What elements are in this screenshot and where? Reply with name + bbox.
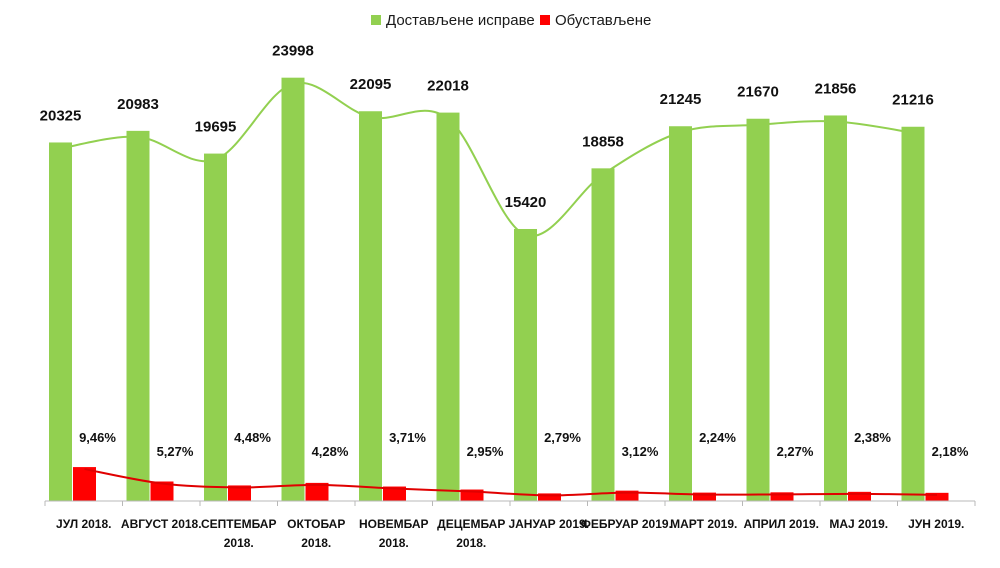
bar-suspended <box>150 481 174 501</box>
bar-delivered <box>281 77 305 501</box>
x-tick-label: 2018. <box>456 536 486 550</box>
x-tick-label: АПРИЛ 2019. <box>743 517 819 531</box>
legend-label-delivered: Достављене исправе <box>386 12 535 29</box>
x-tick-label: ЈУН 2019. <box>908 517 964 531</box>
bar-delivered <box>204 153 227 501</box>
bar-suspended <box>228 485 251 501</box>
legend-swatch-suspended <box>540 15 550 25</box>
bar-suspended <box>770 492 794 501</box>
x-tick-label: 2018. <box>301 536 331 550</box>
x-tick-label: 2018. <box>224 536 254 550</box>
data-label-suspended: 2,95% <box>467 444 504 459</box>
x-tick-label: 2018. <box>379 536 409 550</box>
trendline-delivered <box>60 81 914 238</box>
data-label-suspended: 3,71% <box>389 430 426 445</box>
bar-delivered <box>591 168 615 501</box>
bar-suspended <box>73 467 96 501</box>
bar-suspended <box>615 490 639 501</box>
bar-delivered <box>126 130 150 502</box>
data-label-suspended: 4,48% <box>234 430 271 445</box>
x-tick-label: СЕПТЕМБАР <box>201 517 276 531</box>
x-tick-label: ДЕЦЕМБАР <box>437 517 505 531</box>
bar-suspended <box>460 489 484 501</box>
bar-suspended <box>383 486 406 501</box>
data-label-suspended: 2,18% <box>932 444 969 459</box>
data-label-suspended: 5,27% <box>157 444 194 459</box>
data-label-delivered: 21245 <box>660 91 702 108</box>
x-tick-label: ОКТОБАР <box>287 517 345 531</box>
data-label-delivered: 21216 <box>892 92 934 109</box>
bar-delivered <box>824 115 847 502</box>
x-tick-label: ЈУЛ 2018. <box>56 517 111 531</box>
data-label-delivered: 22095 <box>350 76 392 93</box>
data-label-delivered: 20325 <box>40 107 82 124</box>
bar-delivered <box>436 112 460 501</box>
data-label-delivered: 20983 <box>117 96 159 113</box>
data-label-delivered: 22018 <box>427 78 469 95</box>
data-label-delivered: 21856 <box>815 80 857 97</box>
data-label-suspended: 2,79% <box>544 430 581 445</box>
bar-delivered <box>49 142 72 502</box>
bar-suspended <box>538 493 561 501</box>
x-tick-label: МАРТ 2019. <box>670 517 737 531</box>
bar-delivered <box>746 118 770 501</box>
data-label-suspended: 4,28% <box>312 444 349 459</box>
x-tick-label: МАЈ 2019. <box>829 517 888 531</box>
legend-label-suspended: Обустављене <box>555 12 651 29</box>
bar-suspended <box>305 482 329 501</box>
bar-suspended <box>848 491 871 501</box>
x-tick-label: ЈАНУАР 2019. <box>508 517 589 531</box>
bar-suspended <box>693 492 716 501</box>
trendline-suspended <box>84 468 938 497</box>
x-tick-label: НОВЕМБАР <box>359 517 429 531</box>
x-tick-label: ФЕБРУАР 2019. <box>581 517 672 531</box>
bar-delivered <box>669 126 692 502</box>
data-label-delivered: 18858 <box>582 133 624 150</box>
bar-delivered <box>901 126 925 502</box>
bar-delivered <box>514 228 537 501</box>
legend: Достављене исправе Обустављене <box>371 12 651 29</box>
data-label-suspended: 9,46% <box>79 430 116 445</box>
bar-suspended <box>925 492 949 501</box>
data-label-suspended: 2,38% <box>854 430 891 445</box>
data-label-delivered: 23998 <box>272 43 314 60</box>
data-label-suspended: 3,12% <box>622 444 659 459</box>
data-label-delivered: 19695 <box>195 119 237 136</box>
x-tick-label: АВГУСТ 2018. <box>121 517 202 531</box>
legend-swatch-delivered <box>371 15 381 25</box>
bar-delivered <box>359 111 382 501</box>
data-label-delivered: 21670 <box>737 84 779 101</box>
data-label-delivered: 15420 <box>505 194 547 211</box>
data-label-suspended: 2,27% <box>777 444 814 459</box>
data-label-suspended: 2,24% <box>699 430 736 445</box>
